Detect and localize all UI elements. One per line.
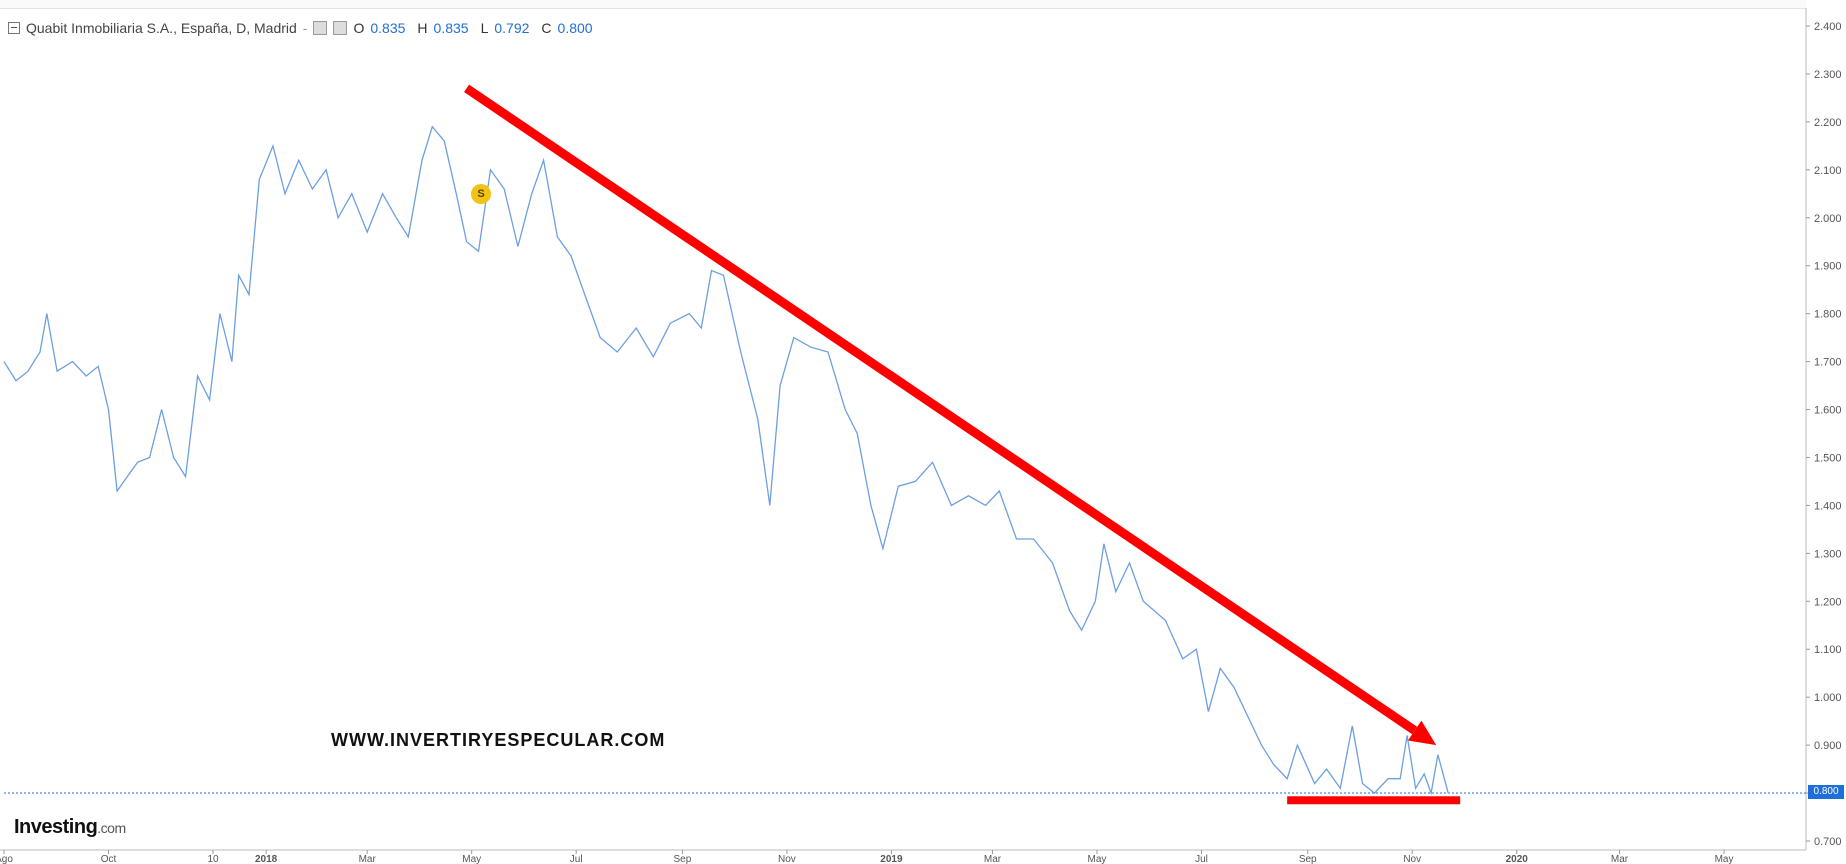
settings-icon[interactable]: [313, 21, 328, 35]
y-tick-label: 1.100: [1814, 644, 1842, 656]
x-tick-label: Mar: [1611, 854, 1629, 864]
investing-logo: Investing.com: [14, 816, 126, 839]
x-tick-label: Nov: [1403, 854, 1421, 864]
trend-arrow-shaft: [464, 84, 1418, 735]
high-label: H: [417, 20, 428, 36]
low-label: L: [480, 20, 489, 36]
y-tick-label: 1.500: [1814, 452, 1842, 464]
y-tick-label: 0.700: [1814, 836, 1842, 848]
price-series-line: [3, 125, 1449, 796]
y-tick-label: 1.200: [1814, 596, 1842, 608]
watermark-text: WWW.INVERTIRYESPECULAR.COM: [331, 730, 666, 750]
series-layer: [3, 125, 1449, 796]
hide-icon[interactable]: [333, 21, 348, 35]
annotation-layer: [464, 84, 1461, 805]
y-tick-label: 1.800: [1814, 309, 1842, 321]
high-value: 0.835: [433, 20, 469, 36]
x-tick-label: May: [1715, 854, 1734, 864]
y-tick-label: 2.200: [1814, 117, 1842, 129]
y-tick-label: 1.700: [1814, 357, 1842, 369]
open-label: O: [353, 20, 365, 36]
x-tick-label: 2019: [880, 854, 903, 864]
x-tick-label: Oct: [101, 854, 117, 864]
x-tick-label: Ago: [0, 854, 13, 864]
close-label: C: [541, 20, 552, 36]
axis-layer: 2.400 2.300 2.200 2.100 2.000 1.900 1.800 1.700…: [0, 8, 1842, 864]
trend-arrow-head: [1407, 720, 1437, 746]
x-tick-label: May: [1088, 854, 1107, 864]
y-tick-label: 1.300: [1814, 548, 1842, 560]
y-tick-label: 2.400: [1814, 21, 1842, 33]
legend-separator: -: [302, 20, 308, 36]
current-price-tag: 0.800: [1808, 785, 1844, 799]
x-tick-label: Mar: [359, 854, 377, 864]
y-tick-label: 0.900: [1814, 740, 1842, 752]
x-tick-label: 2020: [1506, 854, 1529, 864]
brand-name: Investing: [14, 816, 98, 838]
top-toolbar: [0, 0, 1806, 9]
y-tick-label: 1.400: [1814, 500, 1842, 512]
x-tick-label: Jul: [1195, 854, 1208, 864]
y-tick-label: 1.000: [1814, 692, 1842, 704]
x-tick-label: Jul: [570, 854, 583, 864]
x-tick-label: 2018: [255, 854, 278, 864]
x-tick-label: Sep: [1299, 854, 1317, 864]
brand-domain: .com: [97, 820, 126, 836]
x-tick-label: Mar: [984, 854, 1002, 864]
y-tick-label: 2.000: [1814, 213, 1842, 225]
y-tick-label: 2.100: [1814, 165, 1842, 177]
open-value: 0.835: [370, 20, 406, 36]
y-tick-label: 2.300: [1814, 69, 1842, 81]
low-value: 0.792: [494, 20, 530, 36]
x-tick-label: May: [462, 854, 481, 864]
chart-legend: Quabit Inmobiliaria S.A., España, D, Mad…: [8, 18, 599, 38]
x-tick-label: Sep: [674, 854, 692, 864]
legend-symbol: Quabit Inmobiliaria S.A., España, D, Mad…: [26, 20, 297, 36]
close-value: 0.800: [557, 20, 593, 36]
y-tick-label: 1.900: [1814, 261, 1842, 273]
collapse-legend-icon[interactable]: [8, 22, 20, 34]
y-tick-label: 1.600: [1814, 405, 1842, 417]
event-marker-icon[interactable]: S: [471, 184, 491, 204]
x-tick-label: Nov: [778, 854, 796, 864]
x-tick-label: 10: [207, 854, 219, 864]
